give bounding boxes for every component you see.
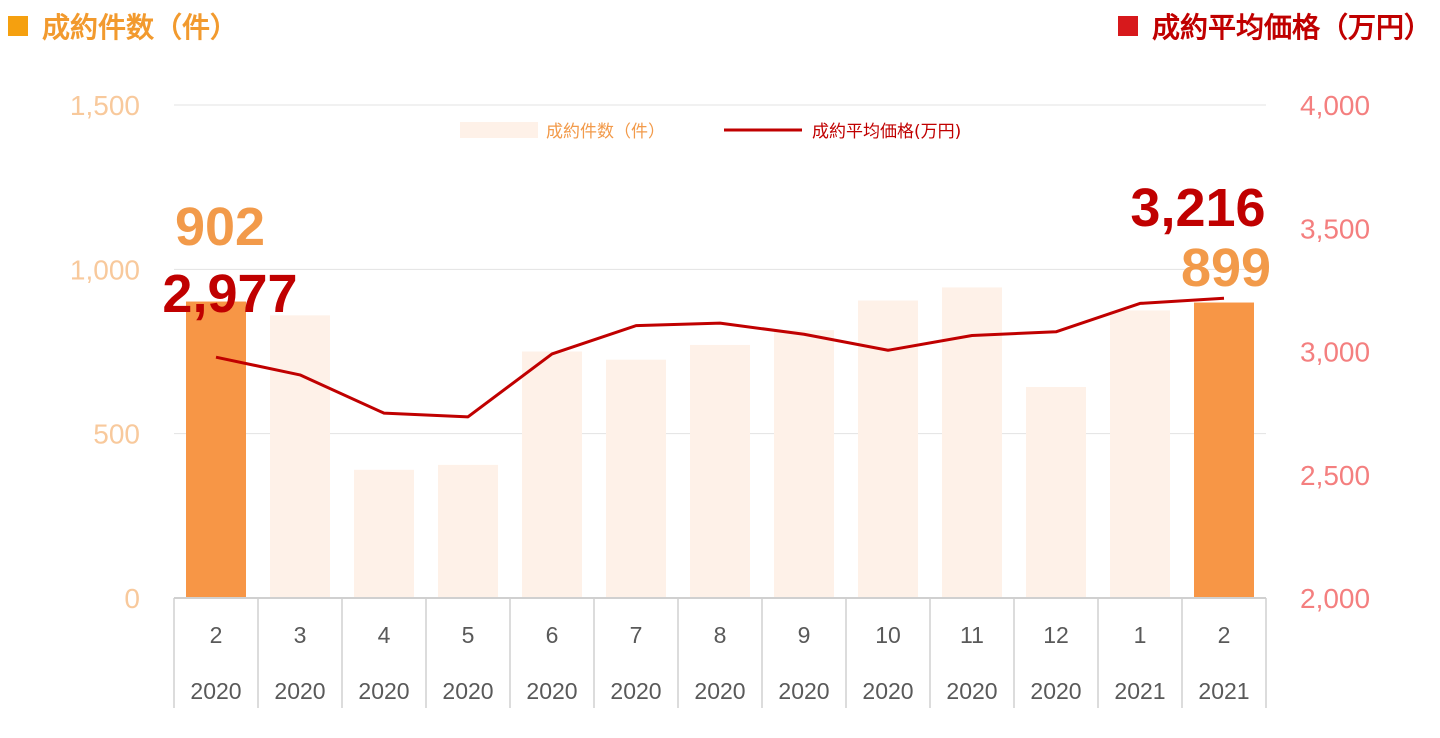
x-tick-year-8: 2020 bbox=[862, 678, 913, 704]
x-tick-month-5: 7 bbox=[630, 622, 643, 648]
x-tick-year-11: 2021 bbox=[1114, 678, 1165, 704]
orange-square-icon bbox=[8, 16, 28, 36]
bar-2 bbox=[354, 469, 414, 598]
x-tick-year-3: 2020 bbox=[442, 678, 493, 704]
left-axis-tick-2: 1,000 bbox=[70, 254, 140, 285]
data-label-bar-12: 899 bbox=[1181, 238, 1271, 298]
left-axis-title: 成約件数（件） bbox=[42, 11, 239, 44]
bar-12 bbox=[1194, 302, 1254, 598]
right-axis-tick-4: 4,000 bbox=[1300, 90, 1370, 121]
right-axis-title: 成約平均価格（万円） bbox=[1151, 11, 1432, 44]
x-tick-year-2: 2020 bbox=[358, 678, 409, 704]
data-label-line-0: 2,977 bbox=[162, 264, 297, 324]
x-tick-year-1: 2020 bbox=[274, 678, 325, 704]
bar-5 bbox=[606, 359, 666, 598]
x-tick-month-9: 11 bbox=[960, 622, 984, 648]
x-tick-month-10: 12 bbox=[1043, 622, 1069, 648]
legend-bar-label: 成約件数（件） bbox=[546, 122, 665, 142]
data-label-line-12: 3,216 bbox=[1130, 178, 1265, 238]
x-tick-month-7: 9 bbox=[798, 622, 811, 648]
red-square-icon bbox=[1117, 16, 1138, 36]
x-tick-month-0: 2 bbox=[210, 622, 223, 648]
left-axis-header: 成約件数（件） bbox=[8, 6, 238, 46]
right-axis-tick-3: 3,500 bbox=[1300, 213, 1370, 244]
x-tick-month-11: 1 bbox=[1134, 622, 1147, 648]
right-axis-tick-1: 2,500 bbox=[1300, 460, 1370, 491]
right-axis-tick-2: 3,000 bbox=[1300, 337, 1370, 368]
bar-6 bbox=[690, 344, 750, 598]
legend-line-label: 成約平均価格(万円) bbox=[812, 122, 961, 142]
x-tick-year-6: 2020 bbox=[694, 678, 745, 704]
x-tick-month-3: 5 bbox=[462, 622, 475, 648]
x-tick-year-9: 2020 bbox=[946, 678, 997, 704]
left-axis-tick-0: 0 bbox=[124, 583, 140, 614]
x-tick-year-10: 2020 bbox=[1030, 678, 1081, 704]
x-tick-month-6: 8 bbox=[714, 622, 727, 648]
bar-7 bbox=[774, 330, 834, 598]
x-tick-year-7: 2020 bbox=[778, 678, 829, 704]
left-axis-tick-3: 1,500 bbox=[70, 90, 140, 121]
bar-10 bbox=[1026, 386, 1086, 598]
bar-3 bbox=[438, 464, 498, 598]
bar-4 bbox=[522, 351, 582, 598]
x-tick-year-5: 2020 bbox=[610, 678, 661, 704]
legend-bar-swatch bbox=[460, 122, 538, 138]
x-tick-month-1: 3 bbox=[294, 622, 307, 648]
x-tick-month-8: 10 bbox=[875, 622, 901, 648]
data-label-bar-0: 902 bbox=[175, 197, 265, 257]
x-tick-year-12: 2021 bbox=[1198, 678, 1249, 704]
right-axis-header: 成約平均価格（万円） bbox=[1117, 6, 1432, 46]
x-tick-month-12: 2 bbox=[1218, 622, 1231, 648]
left-axis-tick-1: 500 bbox=[93, 419, 140, 450]
bar-11 bbox=[1110, 310, 1170, 598]
bar-1 bbox=[270, 315, 330, 598]
x-tick-month-4: 6 bbox=[546, 622, 559, 648]
x-tick-year-0: 2020 bbox=[190, 678, 241, 704]
x-tick-month-2: 4 bbox=[378, 622, 391, 648]
price-line bbox=[215, 296, 1225, 419]
x-tick-year-4: 2020 bbox=[526, 678, 577, 704]
bar-0 bbox=[186, 301, 246, 598]
right-axis-tick-0: 2,000 bbox=[1300, 583, 1370, 614]
